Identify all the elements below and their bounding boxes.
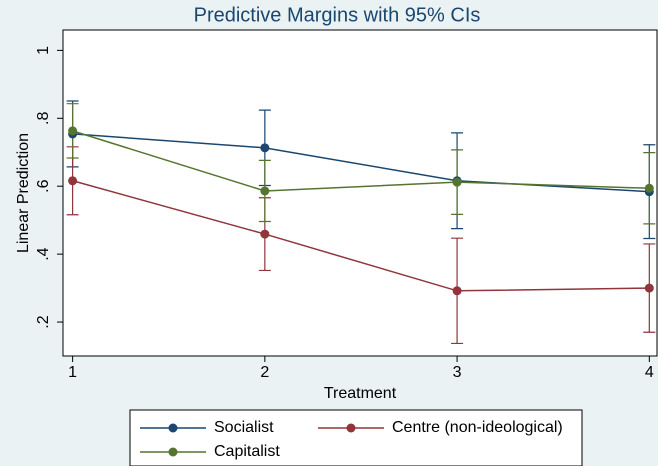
plot-area <box>62 29 658 357</box>
y-tick-label: .8 <box>35 112 52 125</box>
point <box>260 186 270 196</box>
legend-marker <box>168 423 178 433</box>
legend-label: Centre (non-ideological) <box>392 419 563 436</box>
chart-title: Predictive Margins with 95% CIs <box>194 4 481 26</box>
x-tick-label: 4 <box>645 364 654 381</box>
point <box>68 176 78 186</box>
legend-marker <box>346 423 356 433</box>
legend <box>129 409 583 466</box>
x-tick-label: 3 <box>453 364 462 381</box>
y-axis-label: Linear Prediction <box>15 133 32 253</box>
series-line <box>72 130 650 192</box>
point <box>644 183 654 193</box>
y-tick-label: 1 <box>35 46 52 55</box>
y-tick-label: .6 <box>35 179 52 192</box>
legend-label: Socialist <box>214 419 274 436</box>
legend-label: Capitalist <box>214 443 280 460</box>
y-tick-label: .2 <box>35 315 52 328</box>
point <box>260 143 270 153</box>
y-tick-label: .4 <box>35 247 52 260</box>
point <box>452 286 462 296</box>
series-line <box>72 180 650 292</box>
legend-marker <box>168 447 178 457</box>
point <box>260 229 270 239</box>
x-tick-label: 1 <box>68 364 77 381</box>
point <box>644 283 654 293</box>
series-line <box>72 133 650 193</box>
x-axis-label: Treatment <box>324 385 397 402</box>
x-tick-label: 2 <box>260 364 269 381</box>
point <box>68 126 78 136</box>
point <box>452 177 462 187</box>
